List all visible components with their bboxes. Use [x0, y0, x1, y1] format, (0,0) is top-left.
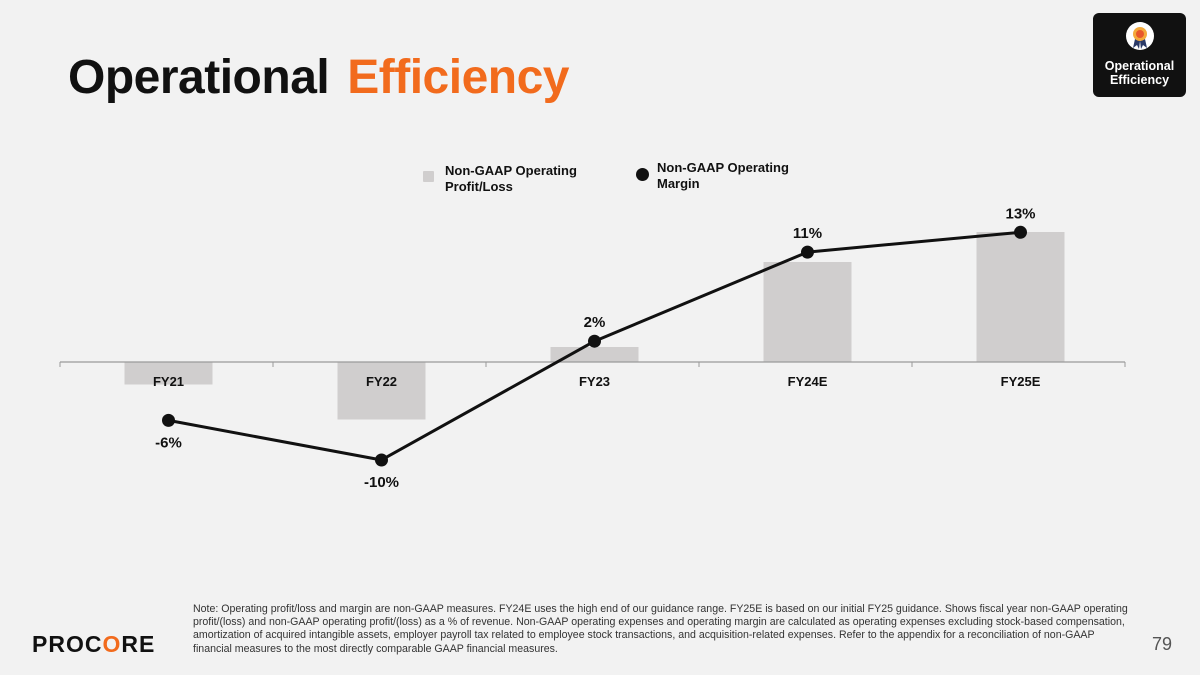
bar-fy25e [976, 232, 1065, 362]
procore-logo: PROCORE [32, 631, 155, 658]
page-title: Operational Efficiency [68, 50, 569, 105]
margin-point-fy22 [375, 453, 388, 467]
data-label-fy23: 2% [584, 314, 606, 331]
x-tick-label-fy24e: FY24E [788, 374, 828, 389]
x-tick-label-fy21: FY21 [153, 374, 184, 389]
bar-fy24e [763, 262, 852, 362]
margin-point-fy25e [1014, 225, 1027, 239]
data-label-fy25e: 13% [1005, 205, 1035, 222]
margin-point-fy21 [162, 413, 175, 427]
title-word-efficiency: Efficiency [347, 51, 569, 104]
data-label-fy22: -10% [364, 474, 399, 491]
bar-fy22 [337, 362, 426, 420]
chart-area: FY21 FY22 FY23 FY24E FY25E -6% -10% 2% 11% 13% [59, 205, 1126, 491]
logo-text-b: O [102, 631, 122, 657]
title-word-operational: Operational [68, 51, 330, 104]
margin-point-fy24e [801, 245, 814, 259]
logo-text-c: RE [121, 631, 156, 657]
badge-label: Operational Efficiency [1104, 59, 1175, 87]
x-tick-label-fy23: FY23 [579, 374, 610, 389]
bar-fy23 [550, 347, 639, 362]
footnote: Note: Operating profit/loss and margin a… [193, 603, 1128, 655]
bar-fy21 [124, 362, 213, 385]
award-ribbon-icon [1126, 22, 1154, 50]
legend-swatch-dot [636, 168, 649, 181]
x-tick-label-fy22: FY22 [366, 374, 397, 389]
legend-item-profit-loss: Non-GAAP Operating Profit/Loss [445, 163, 577, 194]
x-tick-label-fy25e: FY25E [1001, 374, 1041, 389]
data-label-fy24e: 11% [793, 225, 822, 242]
data-label-fy21: -6% [155, 434, 182, 451]
legend-item-margin: Non-GAAP Operating Margin [657, 160, 789, 191]
legend-swatch-bar [423, 171, 434, 182]
page-number: 79 [1152, 634, 1173, 654]
logo-text-a: PROC [32, 631, 103, 657]
margin-point-fy23 [588, 334, 601, 348]
section-badge: Operational Efficiency [1093, 13, 1186, 97]
